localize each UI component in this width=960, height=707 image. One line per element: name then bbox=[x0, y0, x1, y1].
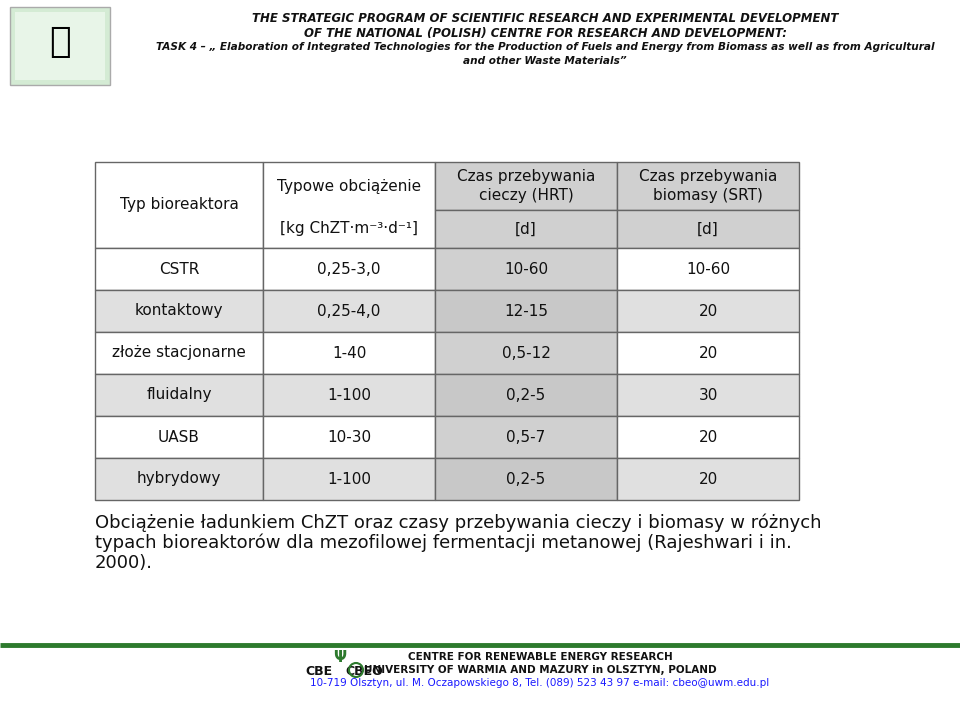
Bar bbox=[95, 374, 263, 416]
Text: CSTR: CSTR bbox=[158, 262, 199, 276]
Text: THE STRATEGIC PROGRAM OF SCIENTIFIC RESEARCH AND EXPERIMENTAL DEVELOPMENT: THE STRATEGIC PROGRAM OF SCIENTIFIC RESE… bbox=[252, 12, 838, 25]
Text: Ψ: Ψ bbox=[333, 650, 347, 665]
Text: Obciążenie ładunkiem ChZT oraz czasy przebywania cieczy i biomasy w różnych: Obciążenie ładunkiem ChZT oraz czasy prz… bbox=[95, 514, 822, 532]
Bar bbox=[95, 290, 263, 332]
Bar bbox=[435, 374, 617, 416]
Text: 10-60: 10-60 bbox=[686, 262, 730, 276]
Text: 10-30: 10-30 bbox=[327, 429, 372, 445]
Bar bbox=[435, 162, 617, 210]
Text: TASK 4 – „ Elaboration of Integrated Technologies for the Production of Fuels an: TASK 4 – „ Elaboration of Integrated Tec… bbox=[156, 42, 934, 52]
Text: typach bioreaktorów dla mezofilowej fermentacji metanowej (Rajeshwari i in.: typach bioreaktorów dla mezofilowej ferm… bbox=[95, 534, 792, 552]
Text: złoże stacjonarne: złoże stacjonarne bbox=[112, 346, 246, 361]
Bar bbox=[617, 332, 799, 374]
Text: CBEO: CBEO bbox=[345, 665, 383, 678]
Bar bbox=[263, 290, 435, 332]
Text: [d]: [d] bbox=[697, 221, 719, 237]
Bar bbox=[263, 374, 435, 416]
Text: 0,2-5: 0,2-5 bbox=[506, 472, 545, 486]
Bar bbox=[617, 458, 799, 500]
Text: and other Waste Materials”: and other Waste Materials” bbox=[463, 56, 627, 66]
Bar bbox=[435, 210, 617, 248]
Bar bbox=[435, 248, 617, 290]
Bar bbox=[95, 248, 263, 290]
Bar bbox=[617, 210, 799, 248]
Bar bbox=[263, 458, 435, 500]
Bar bbox=[435, 416, 617, 458]
Text: 20: 20 bbox=[698, 472, 718, 486]
Text: CBE: CBE bbox=[305, 665, 332, 678]
Text: kontaktowy: kontaktowy bbox=[134, 303, 224, 318]
Text: 🌿: 🌿 bbox=[49, 25, 71, 59]
Text: [kg ChZT·m⁻³·d⁻¹]: [kg ChZT·m⁻³·d⁻¹] bbox=[280, 221, 418, 237]
Bar bbox=[263, 416, 435, 458]
Text: fluidalny: fluidalny bbox=[146, 387, 212, 402]
Bar bbox=[435, 290, 617, 332]
Bar bbox=[435, 332, 617, 374]
Bar bbox=[95, 332, 263, 374]
Bar bbox=[617, 290, 799, 332]
Bar bbox=[95, 416, 263, 458]
Text: [d]: [d] bbox=[516, 221, 537, 237]
Text: 1-100: 1-100 bbox=[327, 387, 371, 402]
Text: 0,5-7: 0,5-7 bbox=[506, 429, 545, 445]
Text: Czas przebywania
biomasy (SRT): Czas przebywania biomasy (SRT) bbox=[638, 169, 778, 203]
Text: 1-40: 1-40 bbox=[332, 346, 366, 361]
Text: Typ bioreaktora: Typ bioreaktora bbox=[120, 197, 238, 213]
Text: 2000).: 2000). bbox=[95, 554, 153, 572]
Text: CENTRE FOR RENEWABLE ENERGY RESEARCH: CENTRE FOR RENEWABLE ENERGY RESEARCH bbox=[408, 652, 672, 662]
Bar bbox=[263, 248, 435, 290]
FancyBboxPatch shape bbox=[10, 7, 110, 85]
Text: UNIVERSITY OF WARMIA AND MAZURY in OLSZTYN, POLAND: UNIVERSITY OF WARMIA AND MAZURY in OLSZT… bbox=[364, 665, 716, 675]
Bar bbox=[617, 248, 799, 290]
Bar bbox=[263, 162, 435, 248]
Text: 0,25-4,0: 0,25-4,0 bbox=[318, 303, 381, 318]
Text: OF THE NATIONAL (POLISH) CENTRE FOR RESEARCH AND DEVELOPMENT:: OF THE NATIONAL (POLISH) CENTRE FOR RESE… bbox=[303, 27, 786, 40]
Text: hybrydowy: hybrydowy bbox=[137, 472, 221, 486]
Text: Typowe obciążenie: Typowe obciążenie bbox=[276, 178, 421, 194]
Text: 30: 30 bbox=[698, 387, 718, 402]
Text: 0,25-3,0: 0,25-3,0 bbox=[317, 262, 381, 276]
FancyBboxPatch shape bbox=[15, 12, 105, 80]
Bar bbox=[617, 374, 799, 416]
Text: Czas przebywania
cieczy (HRT): Czas przebywania cieczy (HRT) bbox=[457, 169, 595, 203]
Text: 20: 20 bbox=[698, 303, 718, 318]
Text: 0,2-5: 0,2-5 bbox=[506, 387, 545, 402]
Bar bbox=[617, 416, 799, 458]
Text: 10-719 Olsztyn, ul. M. Oczapowskiego 8, Tel. (089) 523 43 97 e-mail: cbeo@uwm.ed: 10-719 Olsztyn, ul. M. Oczapowskiego 8, … bbox=[310, 678, 770, 688]
Text: 1-100: 1-100 bbox=[327, 472, 371, 486]
Bar bbox=[95, 162, 263, 248]
Bar bbox=[263, 332, 435, 374]
Bar bbox=[435, 458, 617, 500]
Bar bbox=[617, 162, 799, 210]
Text: 20: 20 bbox=[698, 429, 718, 445]
Bar bbox=[95, 458, 263, 500]
Text: 20: 20 bbox=[698, 346, 718, 361]
Text: UASB: UASB bbox=[158, 429, 200, 445]
Text: 0,5-12: 0,5-12 bbox=[501, 346, 550, 361]
Text: 10-60: 10-60 bbox=[504, 262, 548, 276]
Text: 12-15: 12-15 bbox=[504, 303, 548, 318]
